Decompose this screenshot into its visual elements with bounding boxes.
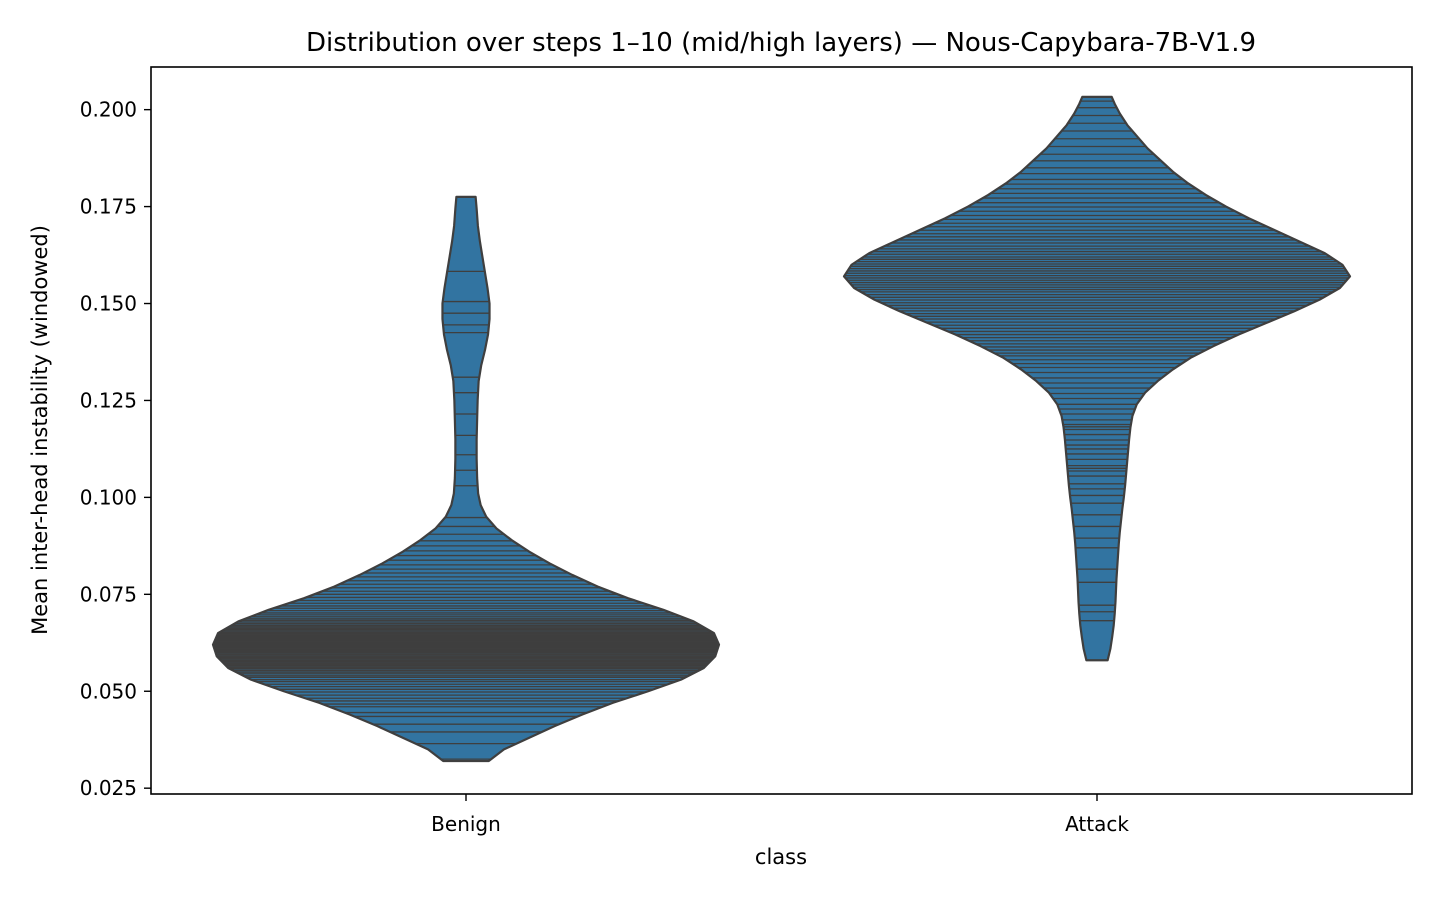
y-tick-label: 0.150	[80, 292, 137, 316]
x-axis-label: class	[755, 845, 807, 869]
y-tick-label: 0.025	[80, 776, 137, 800]
y-tick-label: 0.175	[80, 195, 137, 219]
x-axis-ticks: Benign Attack	[431, 794, 1129, 836]
violin-outline-benign	[211, 195, 721, 763]
violin-body-benign	[213, 196, 719, 762]
violin-benign	[211, 195, 721, 763]
violins-layer	[211, 95, 1352, 763]
y-tick-label: 0.100	[80, 485, 137, 509]
y-tick-label: 0.050	[80, 679, 137, 703]
chart-title: Distribution over steps 1–10 (mid/high l…	[306, 28, 1256, 58]
y-tick-label: 0.200	[80, 98, 137, 122]
x-tick-label-benign: Benign	[431, 812, 501, 836]
y-tick-label: 0.125	[80, 388, 137, 412]
y-axis-label: Mean inter-head instability (windowed)	[28, 225, 52, 635]
y-tick-label: 0.075	[80, 582, 137, 606]
violin-attack	[842, 95, 1352, 662]
x-tick-label-attack: Attack	[1065, 812, 1129, 836]
plot-frame	[150, 66, 1413, 795]
y-axis-ticks: 0.025 0.050 0.075 0.100 0.125 0.150 0.175 0.200	[80, 98, 151, 800]
violin-outline-attack	[842, 95, 1352, 662]
